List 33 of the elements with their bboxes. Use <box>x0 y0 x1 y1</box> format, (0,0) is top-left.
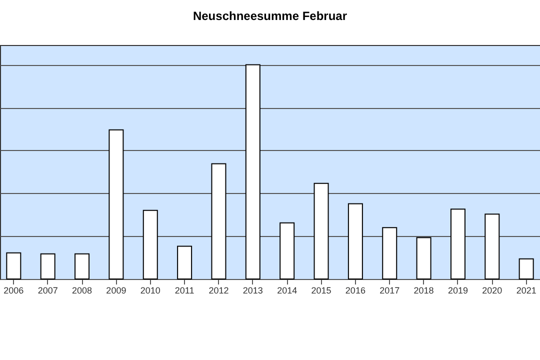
x-tick-label: 2018 <box>414 286 434 296</box>
bar <box>245 64 260 280</box>
bar <box>142 210 158 280</box>
bar <box>6 252 22 280</box>
x-tick-label: 2006 <box>4 286 24 296</box>
bar <box>518 258 534 280</box>
bar <box>314 182 329 280</box>
bar <box>450 208 466 280</box>
chart-title: Neuschneesumme Februar <box>192 9 348 23</box>
x-tick-label: 2007 <box>38 286 58 296</box>
bar <box>74 253 90 280</box>
bar <box>416 237 432 280</box>
x-tick-label: 2017 <box>380 286 400 296</box>
bar <box>177 246 192 280</box>
x-tick-label: 2020 <box>482 286 502 296</box>
bar <box>348 203 363 280</box>
bar <box>382 227 398 280</box>
bar <box>40 253 56 280</box>
x-tick-label: 2021 <box>516 286 536 296</box>
x-tick-label: 2009 <box>106 286 126 296</box>
x-tick-label: 2015 <box>311 286 332 296</box>
x-tick-label: 2014 <box>277 286 298 296</box>
x-tick-label: 2012 <box>208 286 229 296</box>
x-tick-label: 2008 <box>72 286 92 296</box>
bar <box>211 163 226 280</box>
bar <box>484 214 500 280</box>
x-tick-label: 2013 <box>242 286 263 296</box>
x-tick-label: 2010 <box>140 286 160 296</box>
bar <box>280 222 295 280</box>
x-tick-label: 2019 <box>448 286 468 296</box>
x-tick-label: 2016 <box>345 286 366 296</box>
bar <box>108 129 124 280</box>
x-tick-label: 2011 <box>174 286 194 296</box>
